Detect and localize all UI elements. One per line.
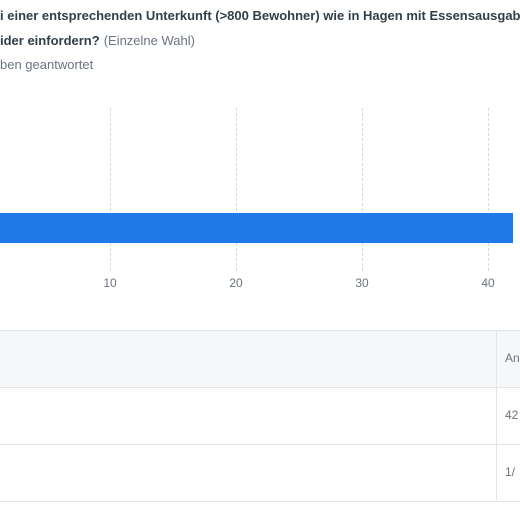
gridline-40 xyxy=(488,108,489,271)
x-tick-10: 10 xyxy=(103,276,117,290)
results-table: An 42 1/ xyxy=(0,330,520,502)
question-title-line1: i einer entsprechenden Unterkunft (>800 … xyxy=(0,8,520,23)
table-header-answers: An xyxy=(505,351,520,365)
x-tick-30: 30 xyxy=(355,276,369,290)
table-row: 42 xyxy=(0,388,520,445)
x-tick-20: 20 xyxy=(229,276,243,290)
bar-series-0[interactable] xyxy=(0,213,514,243)
question-type-label: (Einzelne Wahl) xyxy=(103,33,195,48)
answered-count-text: ben geantwortet xyxy=(0,57,94,72)
table-column-divider xyxy=(496,330,497,500)
x-tick-40: 40 xyxy=(481,276,495,290)
table-cell-count: 1/ xyxy=(505,465,516,479)
gridline-30 xyxy=(362,108,363,271)
table-cell-count: 42 xyxy=(505,408,519,422)
question-text: ider einfordern? xyxy=(0,33,100,48)
gridline-10 xyxy=(110,108,111,271)
table-row: 1/ xyxy=(0,445,520,502)
question-title-line2: ider einfordern? (Einzelne Wahl) xyxy=(0,33,195,48)
gridline-20 xyxy=(236,108,237,271)
table-header-row: An xyxy=(0,330,520,388)
